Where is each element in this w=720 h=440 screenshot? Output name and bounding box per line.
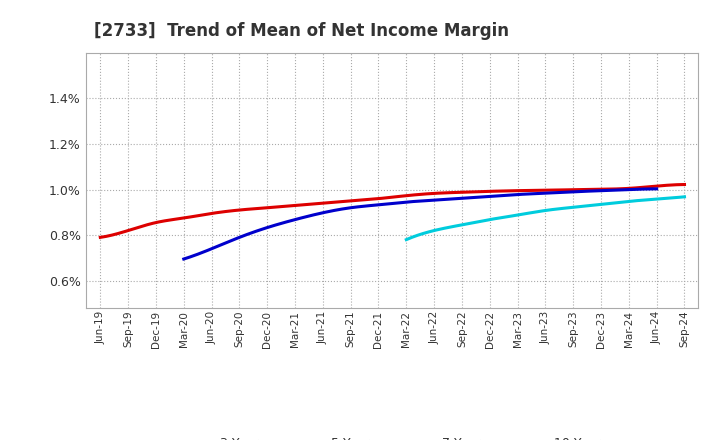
Text: [2733]  Trend of Mean of Net Income Margin: [2733] Trend of Mean of Net Income Margi… bbox=[94, 22, 508, 40]
Legend: 3 Years, 5 Years, 7 Years, 10 Years: 3 Years, 5 Years, 7 Years, 10 Years bbox=[174, 432, 611, 440]
